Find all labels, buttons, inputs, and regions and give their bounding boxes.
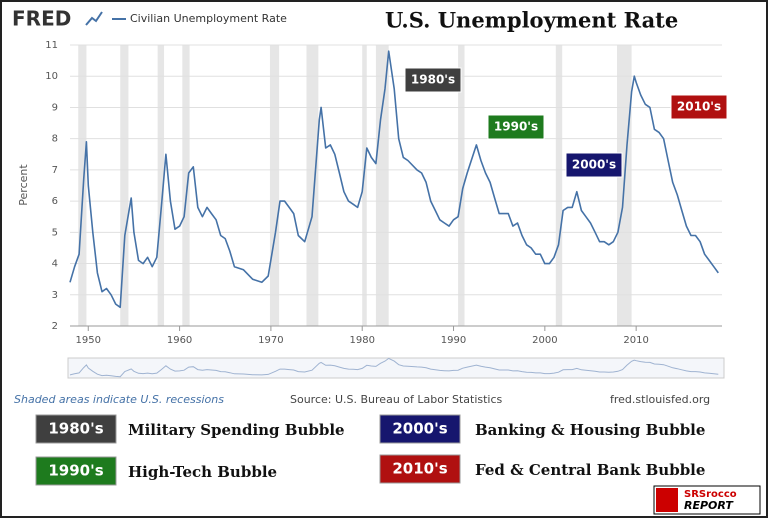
annotation-label: 2010's	[677, 100, 721, 114]
chart-title: U.S. Unemployment Rate	[385, 8, 678, 33]
navigator-line	[69, 357, 719, 378]
recession	[269, 45, 280, 326]
brand: FRED	[12, 7, 71, 31]
footer-note: Shaded areas indicate U.S. recessions	[14, 393, 224, 406]
x-tick-label: 1990	[441, 335, 466, 346]
note-label: 1980's	[48, 420, 103, 438]
logo-icon	[656, 488, 678, 512]
y-tick-label: 10	[45, 71, 58, 82]
y-tick-label: 11	[45, 40, 58, 51]
note-text: Fed & Central Bank Bubble	[475, 461, 705, 479]
note-label: 1990's	[48, 462, 103, 480]
legend-label: Civilian Unemployment Rate	[130, 12, 287, 25]
series-line	[69, 50, 719, 309]
y-tick-label: 5	[52, 227, 58, 238]
logo-top: SRSrocco	[684, 489, 737, 500]
source: Source: U.S. Bureau of Labor Statistics	[290, 393, 503, 406]
annotation-box	[487, 114, 545, 140]
annotation-label: 2000's	[572, 158, 616, 172]
note-label: 2000's	[392, 420, 447, 438]
recession	[375, 45, 389, 326]
navigator	[67, 357, 725, 379]
recession	[555, 45, 563, 326]
recession	[157, 45, 165, 326]
recession	[458, 45, 465, 326]
annotation-label: 1980's	[411, 73, 455, 87]
y-tick-label: 6	[52, 196, 58, 207]
recession	[362, 45, 367, 326]
note-box	[35, 456, 117, 486]
note-box	[35, 414, 117, 444]
recession	[306, 45, 319, 326]
y-tick-label: 3	[52, 290, 58, 301]
note-label: 2010's	[392, 460, 447, 478]
annotation-box	[565, 152, 623, 178]
brand-icon	[85, 11, 103, 26]
x-tick-label: 2010	[623, 335, 648, 346]
x-tick-label: 1950	[76, 335, 101, 346]
recession	[182, 45, 190, 326]
url: fred.stlouisfed.org	[610, 393, 710, 406]
recession	[78, 45, 87, 326]
note-text: Military Spending Bubble	[128, 421, 345, 439]
y-axis-label: Percent	[17, 164, 30, 206]
x-tick-label: 1970	[258, 335, 283, 346]
y-tick-label: 2	[52, 321, 58, 332]
annotation-box	[670, 94, 728, 120]
y-tick-label: 8	[52, 134, 58, 145]
y-tick-label: 9	[52, 102, 58, 113]
annotation-box	[404, 67, 462, 93]
x-tick-label: 1960	[167, 335, 192, 346]
y-tick-label: 4	[52, 259, 58, 270]
note-text: High-Tech Bubble	[128, 463, 277, 481]
annotation-label: 1990's	[494, 120, 538, 134]
y-tick-label: 7	[52, 165, 58, 176]
x-tick-label: 1980	[349, 335, 374, 346]
x-tick-label: 2000	[532, 335, 557, 346]
logo-bottom: REPORT	[684, 499, 734, 512]
note-box	[379, 454, 461, 484]
note-box	[379, 414, 461, 444]
note-text: Banking & Housing Bubble	[475, 421, 705, 439]
recession	[120, 45, 129, 326]
